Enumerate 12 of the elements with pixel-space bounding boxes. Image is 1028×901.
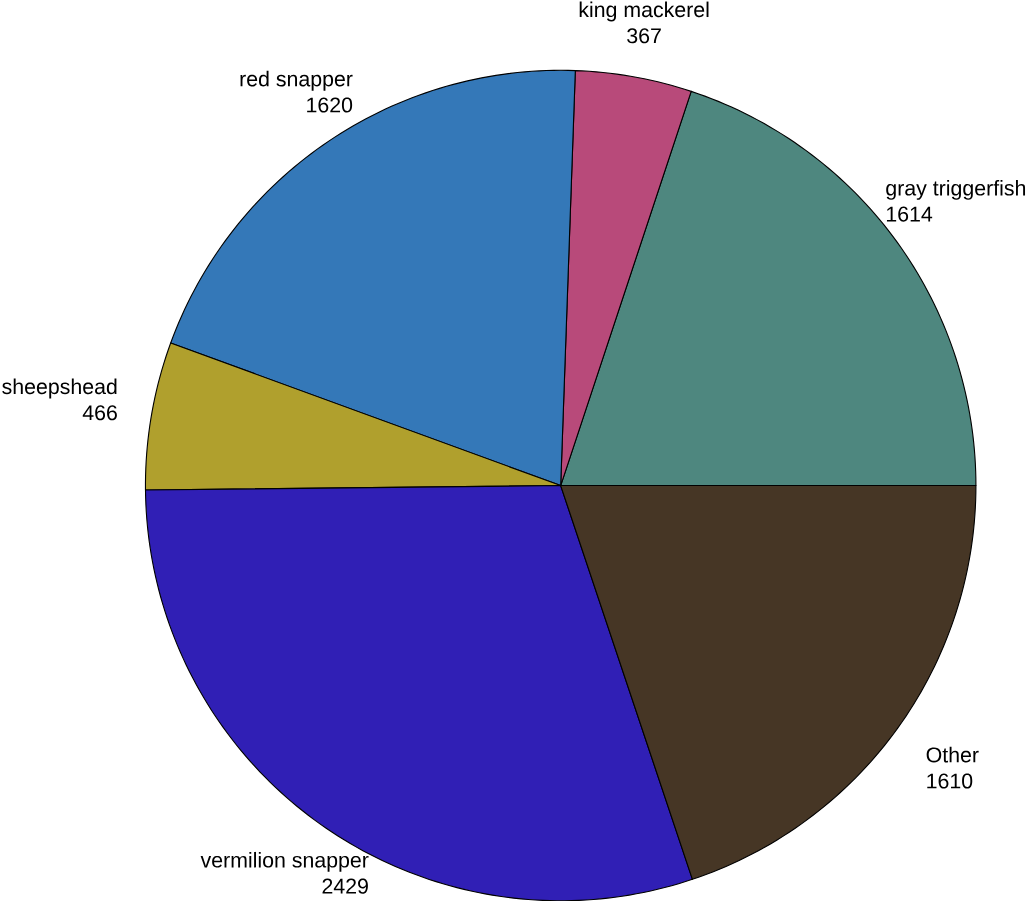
data-label: 2429: [322, 878, 368, 894]
slice-label: gray triggerfish: [886, 179, 1026, 200]
slice-label: Other: [926, 746, 979, 763]
data-label: 1614: [886, 206, 933, 222]
data-label: 1620: [307, 97, 353, 113]
slice-label: vermilion snapper: [200, 851, 369, 872]
slice-label: king mackerel: [579, 1, 709, 22]
data-label: 466: [82, 405, 117, 421]
data-label: 1610: [927, 773, 973, 789]
slice-label: sheepshead: [2, 378, 117, 399]
slice-label: red snapper: [240, 70, 353, 91]
data-label: 367: [627, 28, 661, 44]
